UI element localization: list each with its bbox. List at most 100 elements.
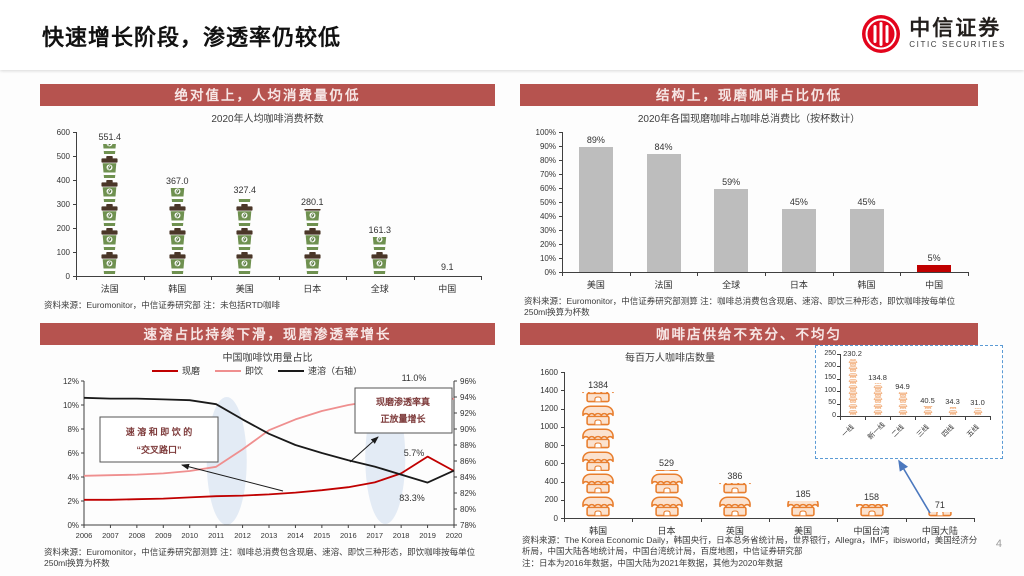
right-axis-label: 90% [460,425,476,434]
pictogram-icon-slot [851,503,893,518]
storefront-icon [873,385,882,391]
pictogram-icon-slot [164,227,191,252]
annotation-text: “交叉路口” [136,444,181,455]
storefront-icon [848,360,857,366]
y-axis-tick [837,403,840,405]
value-label: 34.3 [945,397,960,407]
pictogram-stack [164,187,191,276]
panel4-banner: 咖啡店供给不充分、不均匀 [520,323,978,345]
coffee-cup-icon [101,227,118,251]
y-axis-tick [73,156,76,157]
bar [646,154,681,272]
pictogram-icon-slot [847,366,859,372]
x-axis-year-label: 2011 [208,531,224,540]
pictogram-icon-slot [164,203,191,228]
annotation-box [354,387,453,434]
pictogram-icon-slot [847,410,859,416]
panel3-banner: 速溶占比持续下滑，现磨渗透率增长 [40,323,495,345]
logo-name-cn: 中信证券 [909,17,1002,40]
value-label: 185 [795,489,811,500]
y-axis-tick [559,174,562,175]
x-axis-tick [481,277,482,280]
bar [917,265,952,272]
x-axis-year-label: 2015 [314,531,331,540]
y-axis-tick [561,390,564,392]
storefront-icon [719,482,751,494]
x-axis-year-label: 2018 [393,531,410,540]
citic-logo-icon [862,15,901,53]
value-label: 367.0 [165,175,189,186]
value-label: 280.1 [300,196,324,207]
chart-mix-lines: 0% 2% 4% 6% 8% 10% 12% 78% 80% 82% 84% 86% 88% 90% 92%… [63,365,476,540]
legend-label: 现磨 [182,366,200,376]
pictogram-stack [231,197,258,276]
pictogram-icon-slot [96,179,123,204]
x-axis-tick [915,417,916,420]
x-axis-tick [700,519,702,522]
storefront-icon [949,407,956,410]
pictogram-icon-slot [897,392,909,397]
pictogram-icon-slot [299,227,326,252]
y-axis-tick [73,252,76,253]
y-axis-tick-label: 1000 [540,422,558,432]
pictogram-icon-slot [299,208,326,228]
pictogram-stack [714,482,756,518]
y-axis-tick [561,518,564,519]
x-axis-category-label: 韩国 [168,284,187,294]
x-axis-category-label: 全球 [370,284,389,294]
x-axis-tick [769,519,770,522]
y-axis-tick [561,499,564,501]
panel-fresh-ground-share: 结构上，现磨咖啡占比仍低 2020年各国现磨咖啡占咖啡总消费比（按杯数计） 0%… [520,84,980,320]
value-label: 45% [789,197,808,207]
y-axis-tick [73,228,76,229]
coffee-cup-icon [236,227,253,251]
x-axis-category-label: 中国台湾 [853,526,890,536]
y-axis-tick [559,272,562,273]
coffee-cup-icon [236,251,253,275]
left-axis-label: 6% [67,449,79,458]
storefront-icon [582,428,615,449]
pictogram-icon-slot [577,450,619,473]
x-axis-tick [905,519,907,522]
y-axis-tick [559,230,562,231]
x-axis-category-label: 四线 [940,423,956,439]
y-axis-tick [561,408,564,410]
panel1-banner: 绝对值上，人均消费量仍低 [40,84,495,106]
coffee-cup-icon [441,273,453,275]
y-axis-tick [837,366,840,368]
x-axis-year-label: 2014 [287,531,304,540]
x-axis-tick [865,417,866,420]
x-axis-category-label: 一线 [840,423,856,439]
x-axis-year-label: 2008 [129,531,146,540]
x-axis-category-label: 法国 [100,284,119,294]
y-axis-tick-label: 800 [544,440,558,450]
pictogram-stack [919,511,961,518]
x-axis-year-label: 2010 [181,531,198,540]
x-axis-tick [697,273,699,276]
storefront-icon [582,405,615,426]
storefront-icon [650,496,683,517]
x-axis-category-label: 中国 [438,284,457,294]
right-axis-label: 92% [460,409,476,418]
pictogram-icon-slot [872,397,884,403]
annotation-arrow [349,436,379,463]
storefront-icon [787,501,820,517]
x-axis-category-label: 日本 [657,526,676,536]
panel4-source: 资料来源：The Korea Economic Daily，韩国央行，日本总务省… [522,535,984,569]
annotation-text: 正放量增长 [380,413,426,424]
panel-coffee-shops: 咖啡店供给不充分、不均匀 每百万人咖啡店数量 0 200 400 600 800 1000… [520,323,1004,576]
pictogram-stack [851,503,893,518]
pictogram-stack [947,407,959,416]
value-label: 40.5 [920,395,935,405]
storefront-icon [848,373,857,379]
pictogram-icon-slot [96,203,123,228]
citic-logo: 中信证券 CITIC SECURITIES [861,14,1006,54]
y-axis-line [76,132,77,276]
y-axis-tick [559,258,562,259]
storefront-icon [582,473,615,494]
x-axis-year-label: 2019 [419,531,436,540]
legend-label: 速溶（右轴） [308,365,362,376]
coffee-cup-icon [101,203,118,227]
coffee-cup-icon [101,179,118,203]
